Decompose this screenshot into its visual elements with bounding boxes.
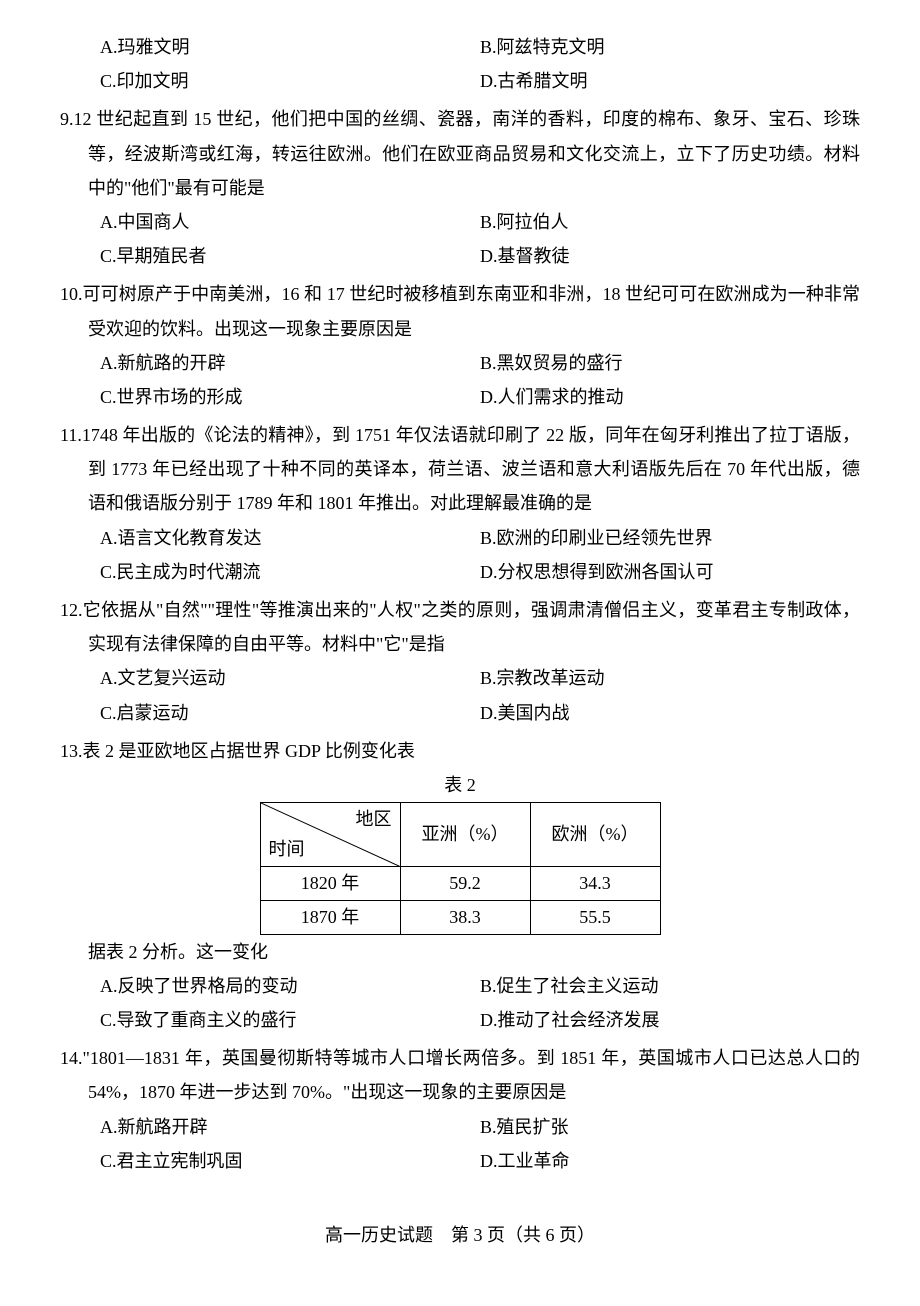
q13-option-d: D.推动了社会经济发展 — [480, 1003, 860, 1037]
q12-option-d: D.美国内战 — [480, 696, 860, 730]
q13-row2-year: 1870 年 — [260, 900, 400, 934]
q14-options-row1: A.新航路开辟 B.殖民扩张 — [60, 1110, 860, 1144]
q13-row1-asia: 59.2 — [400, 867, 530, 901]
q13-col-eu: 欧洲（%） — [530, 803, 660, 867]
q10-options-row2: C.世界市场的形成 D.人们需求的推动 — [60, 380, 860, 414]
q14-stem: 14."1801—1831 年，英国曼彻斯特等城市人口增长两倍多。到 1851 … — [60, 1041, 860, 1109]
q9-option-a: A.中国商人 — [100, 205, 480, 239]
q12-stem: 12.它依据从"自然""理性"等推演出来的"人权"之类的原则，强调肃清僧侣主义，… — [60, 593, 860, 661]
q11-options-row1: A.语言文化教育发达 B.欧洲的印刷业已经领先世界 — [60, 521, 860, 555]
q13-row1-year: 1820 年 — [260, 867, 400, 901]
q8-option-b: B.阿兹特克文明 — [480, 30, 860, 64]
q13-option-c: C.导致了重商主义的盛行 — [100, 1003, 480, 1037]
q13-row-header-time: 时间 — [269, 835, 305, 864]
q11-option-d: D.分权思想得到欧洲各国认可 — [480, 555, 860, 589]
q14-option-d: D.工业革命 — [480, 1144, 860, 1178]
table-row: 1870 年 38.3 55.5 — [260, 900, 660, 934]
q12-option-b: B.宗教改革运动 — [480, 661, 860, 695]
q12-options-row2: C.启蒙运动 D.美国内战 — [60, 696, 860, 730]
q12-options-row1: A.文艺复兴运动 B.宗教改革运动 — [60, 661, 860, 695]
q13-options-row2: C.导致了重商主义的盛行 D.推动了社会经济发展 — [60, 1003, 860, 1037]
question-9: 9.12 世纪起直到 15 世纪，他们把中国的丝绸、瓷器，南洋的香料，印度的棉布… — [60, 102, 860, 273]
q13-table-caption: 表 2 — [60, 768, 860, 802]
q9-options-row1: A.中国商人 B.阿拉伯人 — [60, 205, 860, 239]
q14-option-b: B.殖民扩张 — [480, 1110, 860, 1144]
q8-option-a: A.玛雅文明 — [100, 30, 480, 64]
q11-stem: 11.1748 年出版的《论法的精神》，到 1751 年仅法语就印刷了 22 版… — [60, 418, 860, 521]
q13-options-row1: A.反映了世界格局的变动 B.促生了社会主义运动 — [60, 969, 860, 1003]
question-12: 12.它依据从"自然""理性"等推演出来的"人权"之类的原则，强调肃清僧侣主义，… — [60, 593, 860, 730]
q10-stem: 10.可可树原产于中南美洲，16 和 17 世纪时被移植到东南亚和非洲，18 世… — [60, 277, 860, 345]
q13-stem: 13.表 2 是亚欧地区占据世界 GDP 比例变化表 — [60, 734, 860, 768]
q14-options-row2: C.君主立宪制巩固 D.工业革命 — [60, 1144, 860, 1178]
q13-post: 据表 2 分析。这一变化 — [60, 935, 860, 969]
q9-options-row2: C.早期殖民者 D.基督教徒 — [60, 239, 860, 273]
q13-diag-header: 地区 时间 — [260, 803, 400, 867]
q8-option-c: C.印加文明 — [100, 64, 480, 98]
q13-option-a: A.反映了世界格局的变动 — [100, 969, 480, 1003]
q13-table: 地区 时间 亚洲（%） 欧洲（%） 1820 年 59.2 34.3 1870 … — [260, 802, 661, 935]
q13-col-header-region: 地区 — [356, 805, 392, 834]
q11-options-row2: C.民主成为时代潮流 D.分权思想得到欧洲各国认可 — [60, 555, 860, 589]
q12-option-c: C.启蒙运动 — [100, 696, 480, 730]
q11-option-a: A.语言文化教育发达 — [100, 521, 480, 555]
q9-option-c: C.早期殖民者 — [100, 239, 480, 273]
q14-option-a: A.新航路开辟 — [100, 1110, 480, 1144]
q12-option-a: A.文艺复兴运动 — [100, 661, 480, 695]
question-11: 11.1748 年出版的《论法的精神》，到 1751 年仅法语就印刷了 22 版… — [60, 418, 860, 589]
q8-option-d: D.古希腊文明 — [480, 64, 860, 98]
question-10: 10.可可树原产于中南美洲，16 和 17 世纪时被移植到东南亚和非洲，18 世… — [60, 277, 860, 414]
q13-col-asia: 亚洲（%） — [400, 803, 530, 867]
q10-options-row1: A.新航路的开辟 B.黑奴贸易的盛行 — [60, 346, 860, 380]
q8-options-row2: C.印加文明 D.古希腊文明 — [60, 64, 860, 98]
q11-option-b: B.欧洲的印刷业已经领先世界 — [480, 521, 860, 555]
q10-option-b: B.黑奴贸易的盛行 — [480, 346, 860, 380]
q13-row2-asia: 38.3 — [400, 900, 530, 934]
q10-option-c: C.世界市场的形成 — [100, 380, 480, 414]
q9-option-d: D.基督教徒 — [480, 239, 860, 273]
q10-option-d: D.人们需求的推动 — [480, 380, 860, 414]
q14-option-c: C.君主立宪制巩固 — [100, 1144, 480, 1178]
q9-option-b: B.阿拉伯人 — [480, 205, 860, 239]
q13-option-b: B.促生了社会主义运动 — [480, 969, 860, 1003]
q11-option-c: C.民主成为时代潮流 — [100, 555, 480, 589]
q8-options-row1: A.玛雅文明 B.阿兹特克文明 — [60, 30, 860, 64]
question-13: 13.表 2 是亚欧地区占据世界 GDP 比例变化表 表 2 地区 时间 亚洲（… — [60, 734, 860, 1038]
q10-option-a: A.新航路的开辟 — [100, 346, 480, 380]
page-footer: 高一历史试题 第 3 页（共 6 页） — [60, 1218, 860, 1252]
q13-row1-eu: 34.3 — [530, 867, 660, 901]
table-row: 1820 年 59.2 34.3 — [260, 867, 660, 901]
q9-stem: 9.12 世纪起直到 15 世纪，他们把中国的丝绸、瓷器，南洋的香料，印度的棉布… — [60, 102, 860, 205]
question-14: 14."1801—1831 年，英国曼彻斯特等城市人口增长两倍多。到 1851 … — [60, 1041, 860, 1178]
q13-row2-eu: 55.5 — [530, 900, 660, 934]
